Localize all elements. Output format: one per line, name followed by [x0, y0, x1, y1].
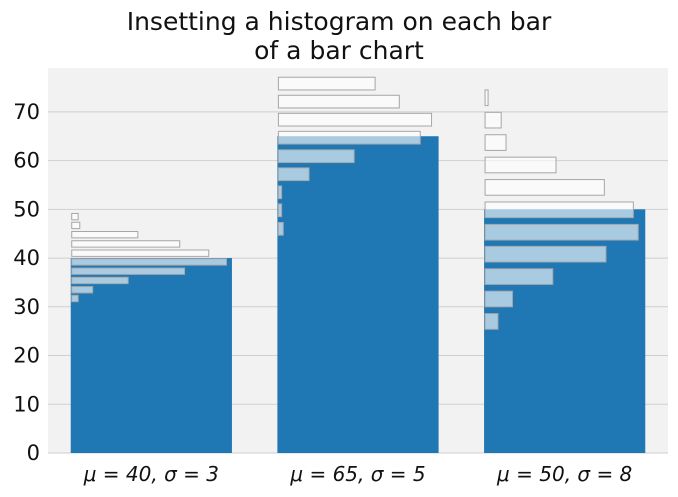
inset-histograms [71, 76, 639, 330]
histogram-bin [484, 111, 502, 129]
histogram-bin [484, 223, 639, 241]
chart-title-line-2: of a bar chart [254, 36, 424, 65]
chart-title-line-1: Insetting a histogram on each bar [126, 7, 552, 36]
y-tick-label: 30 [13, 295, 40, 319]
histogram-bin [277, 149, 355, 164]
histogram-bin [484, 156, 557, 174]
histogram-bin [71, 276, 129, 285]
histogram-bin [277, 167, 310, 182]
histogram-bin [277, 130, 421, 145]
x-tick-label: μ = 40, σ = 3 [83, 462, 219, 486]
histogram-bin [71, 249, 210, 257]
histogram-bin [71, 221, 81, 230]
histogram-bin [277, 76, 376, 91]
x-tick-label: μ = 65, σ = 5 [289, 462, 425, 486]
histogram-bin [484, 134, 507, 151]
x-tick-labels: μ = 40, σ = 3 μ = 65, σ = 5 μ = 50, σ = 8 [83, 462, 633, 486]
histogram-bin [277, 221, 284, 236]
histogram-bin [484, 268, 554, 285]
y-tick-label: 60 [13, 149, 40, 173]
histogram-bin [484, 201, 634, 219]
y-tick-label: 70 [13, 100, 40, 124]
histogram-bin [277, 94, 400, 109]
histogram-bin [484, 290, 513, 308]
x-tick-label: μ = 50, σ = 8 [496, 462, 632, 486]
y-tick-label: 50 [13, 197, 40, 221]
histogram-bin [71, 286, 94, 294]
bar [70, 258, 232, 453]
histogram-bin [71, 267, 186, 275]
y-tick-label: 0 [27, 441, 40, 465]
histogram-bin [71, 294, 79, 303]
histogram-bin [71, 240, 181, 248]
histogram-bin [277, 203, 283, 218]
y-tick-labels: 0 10 20 30 40 50 60 70 [13, 100, 40, 465]
histogram-bin [484, 245, 607, 263]
histogram-bin [484, 313, 499, 330]
histogram-bin [71, 258, 227, 266]
histogram-bin [484, 179, 605, 196]
histogram-bin [71, 212, 79, 221]
histogram-bin [277, 185, 283, 200]
y-tick-label: 10 [13, 392, 40, 416]
y-tick-label: 20 [13, 344, 40, 368]
histogram-bin [484, 89, 489, 107]
y-tick-label: 40 [13, 246, 40, 270]
histogram-bin [277, 112, 433, 127]
bar [277, 136, 439, 453]
histogram-bin [71, 230, 139, 239]
